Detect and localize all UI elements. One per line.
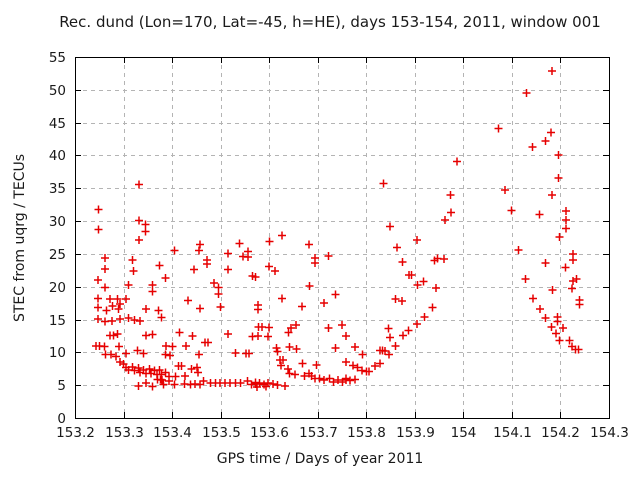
y-tick-label: 50 (49, 83, 66, 99)
x-tick-label: 154.1 (493, 425, 532, 441)
x-tick-label: 153.8 (347, 425, 386, 441)
y-tick-label: 10 (49, 345, 66, 361)
x-tick-label: 153.7 (299, 425, 338, 441)
x-tick-label: 153.9 (396, 425, 435, 441)
y-tick-label: 0 (57, 411, 66, 427)
scatter-points (92, 67, 584, 391)
y-tick-labels: 0 5 10 15 20 25 30 35 40 45 50 55 (49, 50, 66, 427)
x-tick-label: 153.4 (153, 425, 192, 441)
y-tick-label: 25 (49, 247, 66, 263)
y-tick-label: 20 (49, 280, 66, 296)
plot-border (75, 57, 610, 419)
x-tick-label: 154.2 (541, 425, 580, 441)
x-tick-label: 153.3 (105, 425, 144, 441)
chart-title: Rec. dund (Lon=170, Lat=-45, h=HE), days… (59, 13, 601, 31)
y-tick-label: 30 (49, 214, 66, 230)
x-tick-labels: 153.2 153.3 153.4 153.5 153.6 153.7 153.8 153.9… (56, 425, 629, 441)
x-tick-label: 153.5 (202, 425, 241, 441)
x-tick-label: 153.6 (250, 425, 289, 441)
data-point-markers (92, 67, 584, 391)
x-tick-label: 154.3 (590, 425, 629, 441)
y-tick-label: 40 (49, 148, 66, 164)
x-tick-label: 153.2 (56, 425, 95, 441)
y-tick-label: 55 (49, 50, 66, 66)
y-tick-label: 45 (49, 116, 66, 132)
gridlines (75, 57, 610, 419)
y-tick-label: 15 (49, 313, 66, 329)
y-tick-label: 5 (57, 378, 66, 394)
y-tick-label: 35 (49, 181, 66, 197)
x-axis-label: GPS time / Days of year 2011 (216, 451, 424, 467)
axis-ticks (75, 57, 610, 419)
x-tick-label: 154 (451, 425, 477, 441)
